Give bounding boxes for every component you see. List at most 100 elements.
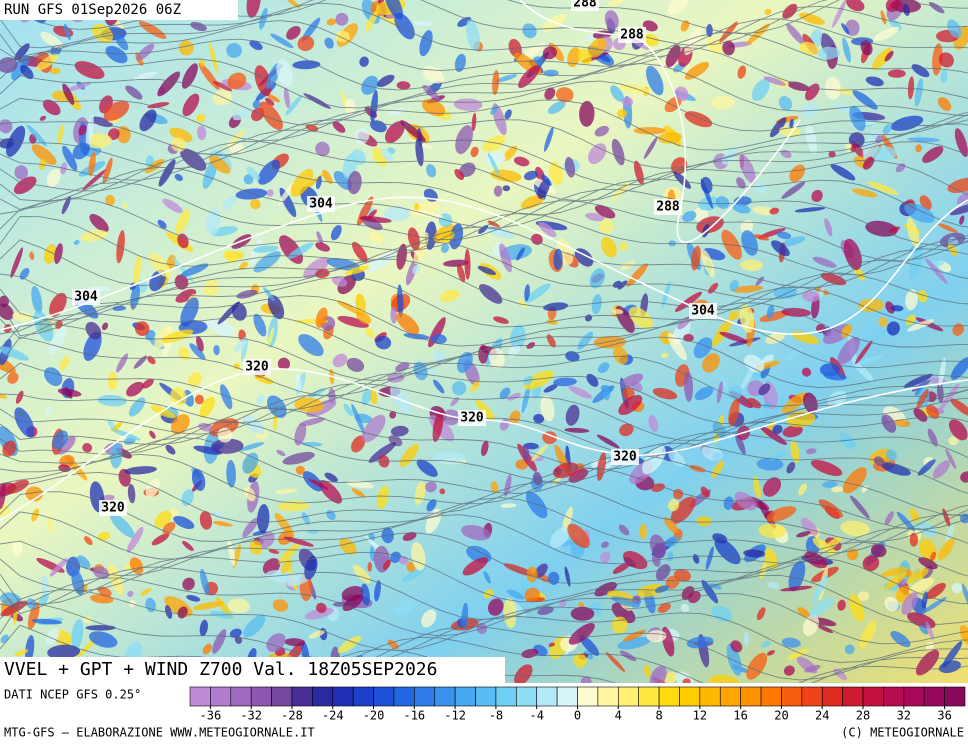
vvel-blob [14,649,29,657]
vvel-blob [315,176,322,190]
vvel-blob [172,256,195,283]
vvel-blob [664,517,679,534]
vvel-blob [546,334,556,348]
vvel-blob [665,575,680,589]
vvel-blob [701,249,715,278]
vvel-blob [884,571,907,590]
vvel-blob [926,404,940,419]
vvel-blob [736,177,746,189]
vvel-blob [580,676,592,683]
vvel-blob [195,114,206,123]
colorbar-swatch [679,686,701,707]
vvel-blob [755,182,767,195]
vvel-blob [90,116,113,127]
vvel-blob [83,536,93,546]
colorbar-tick-label: 28 [856,709,870,723]
vvel-blob [421,609,437,628]
vvel-blob [522,445,530,462]
vvel-blob [376,485,389,510]
contour-label-bg [72,289,100,305]
vvel-blob [64,387,73,399]
vvel-blob [960,471,968,483]
vvel-blob [890,305,904,312]
vvel-blob [700,486,710,498]
vvel-blob [396,81,411,90]
streamline [0,99,968,156]
vvel-blob [556,87,574,103]
vvel-blob [232,109,250,121]
vvel-blob [351,435,366,453]
vvel-blob [903,373,933,388]
vvel-blob [646,630,667,643]
colorbar-swatch [781,686,803,707]
vvel-blob [239,261,248,270]
vvel-blob [125,85,143,100]
wind-streamlines [0,0,968,683]
vvel-blob [846,548,859,561]
vvel-blob [343,403,354,417]
vvel-blob [188,372,202,387]
vvel-blob [820,272,847,286]
vvel-blob [744,354,765,373]
vvel-blob [217,427,233,443]
vvel-blob [904,569,912,578]
vvel-blob [29,251,35,260]
vvel-blob [694,386,714,401]
vvel-blob [452,381,467,396]
vvel-blob [366,251,396,272]
colorbar-swatch [250,686,272,707]
vvel-blob [709,674,742,683]
vvel-blob [804,664,821,673]
vvel-blob [14,407,35,438]
streamline [0,272,968,337]
vvel-blob [367,209,377,220]
vvel-blob [199,396,215,419]
vvel-blob [487,598,504,616]
vvel-blob [157,219,167,229]
vvel-blob [696,516,712,527]
vvel-blob [611,309,624,315]
vvel-blob [789,118,794,129]
vvel-blob [860,40,873,56]
vvel-blob [873,456,885,466]
vvel-blob [907,76,915,100]
vvel-blob [49,557,68,577]
vvel-blob [667,0,690,15]
contour-label: 320 [460,411,484,426]
vvel-blob [170,414,190,435]
vvel-blob [543,126,554,152]
vvel-blob [823,372,847,381]
vvel-blob [896,511,916,532]
vvel-blob [267,327,275,348]
streamline [0,18,968,72]
contour-label: 288 [656,200,680,215]
vvel-blob [422,85,440,100]
vvel-blob [812,256,837,268]
colorbar-tick-label: 4 [615,709,622,723]
vvel-blob [72,142,90,160]
vvel-blob [31,508,40,522]
vvel-blob [191,468,206,491]
vvel-blob [677,316,691,330]
vvel-blob [181,63,198,89]
vvel-blob [902,3,910,17]
vvel-blob [165,444,176,455]
vvel-blob [949,202,968,216]
vvel-blob [603,386,611,401]
vvel-blob [284,638,306,647]
colorbar-tick-label: 16 [733,709,747,723]
vvel-blob [324,37,334,49]
vvel-blob [803,615,819,636]
vvel-blob [421,99,446,117]
vvel-blob [850,142,857,152]
vvel-blob [756,457,784,471]
vvel-blob [686,636,714,649]
vvel-blob [31,618,63,625]
vvel-blob [226,42,242,58]
vvel-blob [711,95,735,110]
contour-label-bg [618,27,646,43]
vvel-blob [938,357,946,387]
vvel-blob [543,384,558,393]
vvel-blob [715,369,729,390]
